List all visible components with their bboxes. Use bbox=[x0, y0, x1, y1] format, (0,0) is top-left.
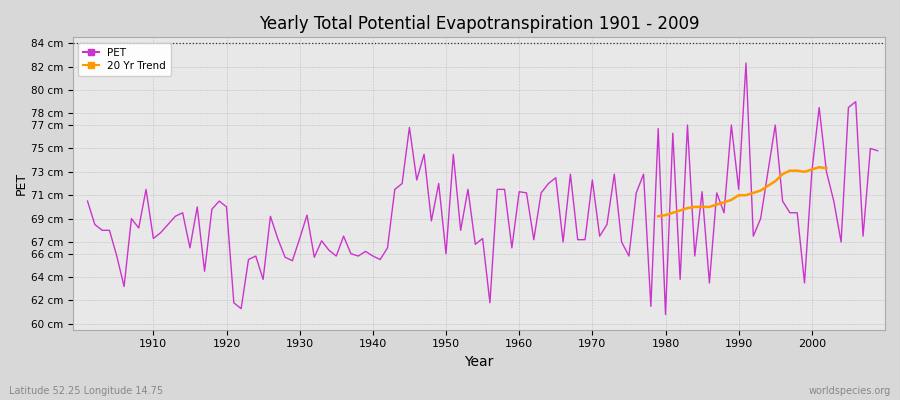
Legend: PET, 20 Yr Trend: PET, 20 Yr Trend bbox=[78, 42, 171, 76]
Text: Latitude 52.25 Longitude 14.75: Latitude 52.25 Longitude 14.75 bbox=[9, 386, 163, 396]
Y-axis label: PET: PET bbox=[15, 172, 28, 195]
Title: Yearly Total Potential Evapotranspiration 1901 - 2009: Yearly Total Potential Evapotranspiratio… bbox=[258, 15, 699, 33]
X-axis label: Year: Year bbox=[464, 355, 493, 369]
Text: worldspecies.org: worldspecies.org bbox=[809, 386, 891, 396]
